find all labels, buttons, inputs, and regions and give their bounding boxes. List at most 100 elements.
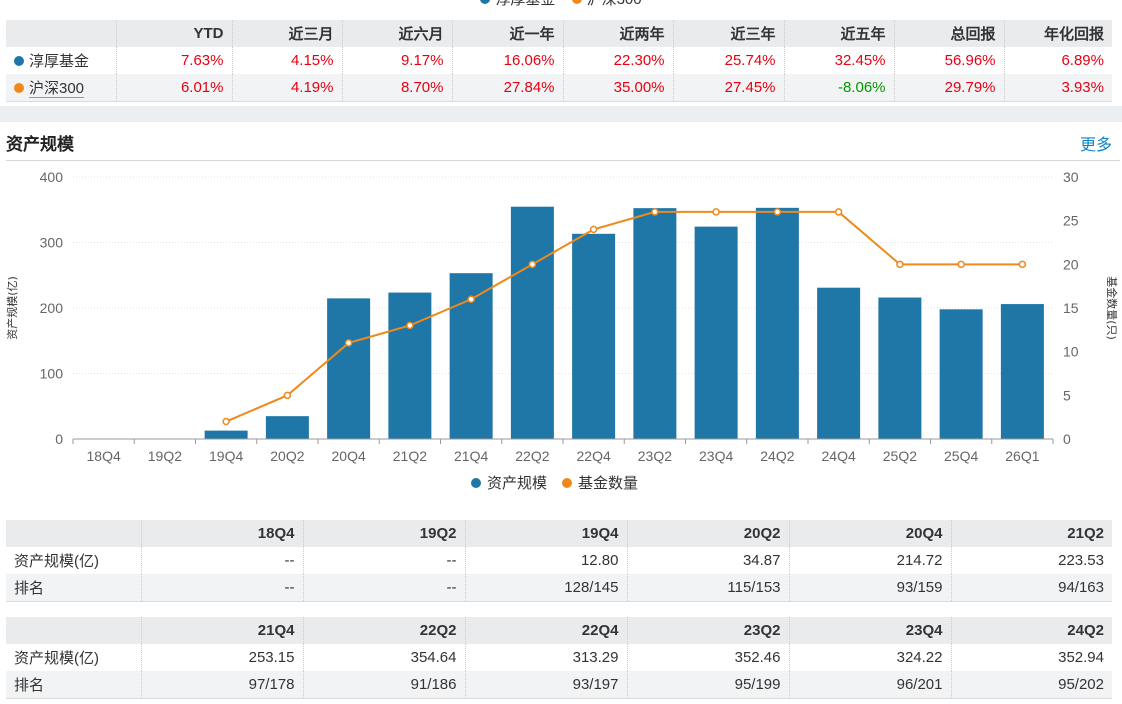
- header-period: 23Q4: [789, 617, 952, 644]
- y-tick-label: 300: [40, 235, 64, 251]
- cell-value: 56.96%: [894, 47, 1005, 74]
- cell-value: 354.64: [303, 644, 466, 671]
- cell-value: 95/199: [627, 671, 790, 699]
- cell-value: 35.00%: [563, 74, 674, 102]
- x-tick-label: 24Q2: [760, 448, 794, 464]
- y2-tick-label: 20: [1063, 256, 1079, 272]
- performance-row-fund: 淳厚基金 7.63% 4.15% 9.17% 16.06% 22.30% 25.…: [6, 47, 1112, 74]
- bar: [939, 309, 983, 439]
- cell-value: 93/197: [465, 671, 628, 699]
- index-dot: [14, 83, 24, 94]
- cell-value: 29.79%: [894, 74, 1005, 102]
- bar: [1000, 304, 1044, 439]
- legend-dot-fund: [480, 0, 491, 5]
- cell-value: 96/201: [789, 671, 952, 699]
- table-row-rank: 排名 97/178 91/186 93/197 95/199 96/201 95…: [6, 671, 1112, 699]
- x-tick-label: 23Q4: [699, 448, 733, 464]
- cell-value: 95/202: [951, 671, 1112, 699]
- header-period: 22Q4: [465, 617, 628, 644]
- header-period: 21Q2: [951, 520, 1112, 547]
- legend-dot-asset: [471, 478, 481, 488]
- cell-value: 352.94: [951, 644, 1112, 671]
- bar: [572, 233, 616, 439]
- section-divider-band: [0, 106, 1122, 122]
- bar: [510, 206, 554, 439]
- cell-value: 22.30%: [563, 47, 674, 74]
- size-table-2-header: 21Q4 22Q2 22Q4 23Q2 23Q4 24Q2: [6, 617, 1112, 644]
- legend-label-count: 基金数量: [578, 475, 638, 492]
- performance-header-row: YTD 近三月 近六月 近一年 近两年 近三年 近五年 总回报 年化回报: [6, 20, 1112, 47]
- x-tick-label: 19Q2: [148, 448, 182, 464]
- performance-table: YTD 近三月 近六月 近一年 近两年 近三年 近五年 总回报 年化回报 淳厚基…: [6, 20, 1112, 102]
- fund-count-point: [344, 339, 353, 347]
- cell-value: 214.72: [789, 547, 952, 574]
- cell-value: 6.89%: [1004, 47, 1112, 74]
- y-tick-label: 400: [40, 169, 64, 185]
- x-tick-label: 25Q2: [883, 448, 917, 464]
- fund-count-point: [1018, 260, 1027, 269]
- bar: [265, 416, 309, 439]
- header-3y: 近三年: [673, 20, 785, 47]
- cell-value: 6.01%: [116, 74, 233, 102]
- y2-tick-label: 10: [1063, 344, 1079, 360]
- cell-value: 352.46: [627, 644, 790, 671]
- cell-value: 7.63%: [116, 47, 233, 74]
- bar: [633, 208, 677, 439]
- fund-count-point: [834, 208, 843, 216]
- table-row-size: 资产规模(亿) 253.15 354.64 313.29 352.46 324.…: [6, 644, 1112, 671]
- y2-tick-label: 15: [1063, 300, 1079, 316]
- cell-value: 16.06%: [452, 47, 564, 74]
- header-period: 24Q2: [951, 617, 1112, 644]
- cell-value: 128/145: [465, 574, 628, 602]
- y2-tick-label: 25: [1063, 213, 1079, 229]
- header-period: 18Q4: [141, 520, 304, 547]
- x-tick-label: 26Q1: [1005, 448, 1039, 464]
- x-tick-label: 18Q4: [87, 448, 121, 464]
- header-period: 22Q2: [303, 617, 466, 644]
- header-1y: 近一年: [452, 20, 564, 47]
- row-label: 排名: [6, 574, 142, 602]
- cell-value: --: [141, 574, 304, 602]
- header-total: 总回报: [894, 20, 1005, 47]
- x-tick-label: 22Q4: [577, 448, 611, 464]
- fund-count-point: [528, 260, 537, 269]
- bar: [878, 297, 922, 439]
- fund-dot: [14, 56, 24, 67]
- index-link[interactable]: 沪深300: [29, 80, 85, 98]
- header-period: 20Q2: [627, 520, 790, 547]
- bar: [694, 226, 738, 439]
- x-tick-label: 21Q2: [393, 448, 427, 464]
- legend-dot-index: [571, 0, 582, 5]
- cell-value: 34.87: [627, 547, 790, 574]
- fund-count-line: [225, 210, 1023, 423]
- bar: [327, 298, 371, 439]
- bar: [755, 207, 799, 439]
- y2-tick-label: 30: [1063, 169, 1079, 185]
- x-tick-label: 24Q4: [822, 448, 856, 464]
- x-tick-label: 20Q2: [270, 448, 304, 464]
- cell-value: -8.06%: [784, 74, 895, 102]
- fund-count-point: [957, 260, 965, 269]
- legend-item-index[interactable]: 沪深300: [571, 0, 642, 8]
- cell-value: 8.70%: [342, 74, 453, 102]
- cell-value: 253.15: [141, 644, 304, 671]
- legend-item-fund[interactable]: 淳厚基金: [480, 0, 555, 8]
- more-link[interactable]: 更多: [1079, 137, 1112, 154]
- table-row-rank: 排名 -- -- 128/145 115/153 93/159 94/163: [6, 574, 1112, 602]
- header-3m: 近三月: [232, 20, 343, 47]
- asset-size-chart: 0 100 200 300 400 0 5 10 15 20 25 30 资产规模(亿) 基金数量(只) 1…: [5, 169, 1119, 492]
- y-tick-label: 0: [55, 431, 63, 447]
- fund-count-point: [406, 321, 414, 330]
- row-label: 资产规模(亿): [6, 547, 142, 574]
- legend-label-asset: 资产规模: [487, 475, 547, 492]
- performance-row-index: 沪深300 6.01% 4.19% 8.70% 27.84% 35.00% 27…: [6, 74, 1112, 102]
- row-name-fund: 淳厚基金: [6, 47, 117, 74]
- cell-value: 93/159: [789, 574, 952, 602]
- cell-value: 3.93%: [1004, 74, 1112, 102]
- header-2y: 近两年: [563, 20, 674, 47]
- table-row-size: 资产规模(亿) -- -- 12.80 34.87 214.72 223.53: [6, 547, 1112, 574]
- header-period: 23Q2: [627, 617, 790, 644]
- y-tick-label: 100: [40, 366, 64, 382]
- cell-value: --: [303, 574, 466, 602]
- section-title: 资产规模: [6, 135, 74, 154]
